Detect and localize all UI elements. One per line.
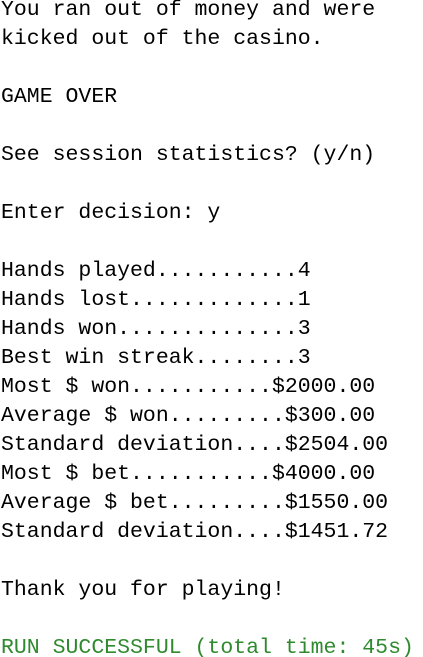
statistic-line: Standard deviation....$1451.72 — [1, 520, 389, 544]
statistic-line: Best win streak........3 — [1, 346, 311, 370]
statistic-line: Most $ won...........$2000.00 — [1, 375, 376, 399]
statistic-line: Most $ bet...........$4000.00 — [1, 462, 376, 486]
statistic-line: Hands won..............3 — [1, 317, 311, 341]
statistic-line: Standard deviation....$2504.00 — [1, 433, 389, 457]
statistic-line: Hands lost.............1 — [1, 288, 311, 312]
statistic-line: Average $ won.........$300.00 — [1, 404, 376, 428]
output-line: You ran out of money and were — [1, 0, 376, 22]
run-status: RUN SUCCESSFUL (total time: 45s) — [1, 636, 414, 657]
decision: Enter decision: y — [1, 201, 221, 225]
output-line: kicked out of the casino. — [1, 27, 324, 51]
game-over: GAME OVER — [1, 85, 118, 109]
statistic-line: Hands played...........4 — [1, 259, 311, 283]
farewell: Thank you for playing! — [1, 578, 285, 602]
statistic-line: Average $ bet.........$1550.00 — [1, 491, 389, 515]
prompt: See session statistics? (y/n) — [1, 143, 376, 167]
